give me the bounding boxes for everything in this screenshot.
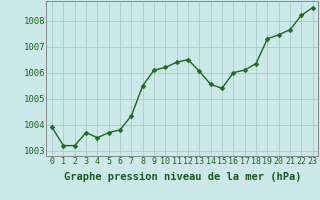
X-axis label: Graphe pression niveau de la mer (hPa): Graphe pression niveau de la mer (hPa) bbox=[64, 172, 301, 182]
